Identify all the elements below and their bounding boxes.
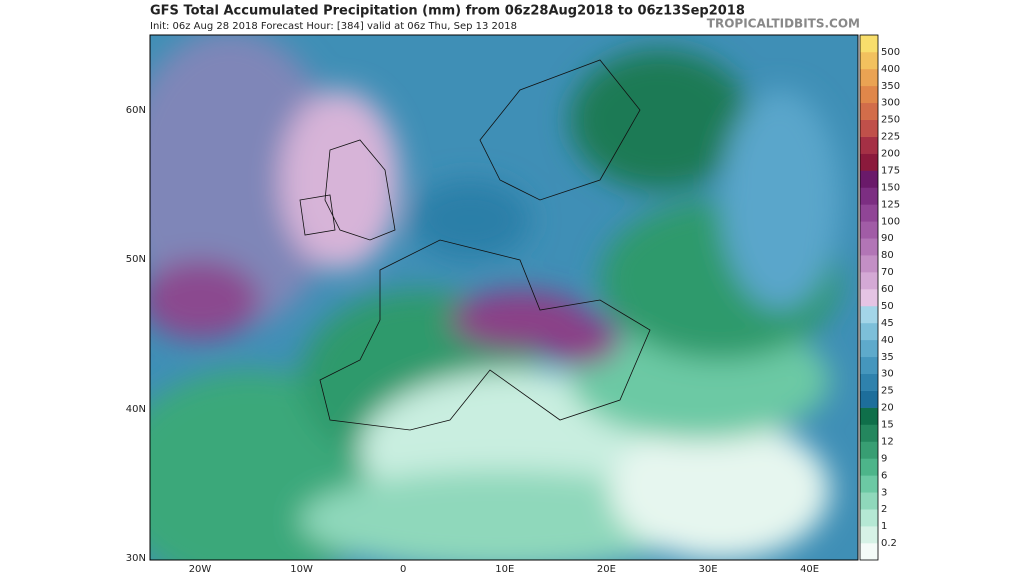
subtitle: Init: 06z Aug 28 2018 Forecast Hour: [38… [150,21,517,32]
colorbar-label: 90 [881,233,894,244]
title: GFS Total Accumulated Precipitation (mm)… [150,4,745,19]
colorbar-label: 500 [881,47,900,58]
colorbar-segment [860,68,878,87]
colorbar-label: 40 [881,335,894,346]
map-frame [149,34,859,561]
colorbar-segment [860,35,878,53]
colorbar-segment [860,526,878,544]
colorbar-label: 225 [881,132,900,143]
colorbar-label: 12 [881,436,894,447]
colorbar-segment [860,441,878,459]
lon-label: 30E [698,564,717,575]
colorbar-segment [860,85,878,104]
colorbar-label: 200 [881,149,900,160]
colorbar-label: 150 [881,182,900,193]
colorbar-label: 350 [881,81,900,92]
colorbar-label: 45 [881,318,894,329]
colorbar-segment [860,238,878,256]
colorbar-segment [860,322,878,341]
lat-label: 40N [126,404,146,415]
colorbar-segment [860,305,878,324]
colorbar-label: 125 [881,199,900,210]
colorbar-segment [860,339,878,358]
colorbar-segment [860,255,878,273]
lon-label: 20W [189,564,212,575]
colorbar-segment [860,272,878,290]
lon-label: 20E [597,564,616,575]
colorbar-segment [860,204,878,222]
colorbar-label: 80 [881,250,894,261]
colorbar-segment [860,390,878,408]
colorbar-segment [860,424,878,442]
colorbar-label: 2 [881,504,887,515]
colorbar-label: 70 [881,267,894,278]
colorbar-label: 300 [881,98,900,109]
colorbar-label: 175 [881,165,900,176]
colorbar-segment [860,373,878,391]
colorbar-segment [860,102,878,120]
colorbar-frame [859,34,879,561]
axis-labels: 60N 50N 40N 30N 20W 10W 0 10E 20E 30E 40E [126,105,819,575]
colorbar: 0.21236912152025303540455060708090100125… [859,34,900,561]
colorbar-segment [860,187,878,205]
lat-label: 60N [126,105,146,116]
lat-label: 30N [126,553,146,564]
lon-label: 40E [800,564,819,575]
lat-label: 50N [126,254,146,265]
colorbar-segment [860,289,878,307]
colorbar-label: 50 [881,301,894,312]
colorbar-label: 20 [881,403,894,414]
colorbar-segment [860,51,878,70]
colorbar-segment [860,136,878,154]
colorbar-segment [860,221,878,239]
lon-label: 0 [400,564,406,575]
colorbar-segment [860,492,878,510]
colorbar-label: 35 [881,352,894,363]
colorbar-label: 6 [881,470,887,481]
colorbar-label: 100 [881,216,900,227]
colorbar-label: 30 [881,369,894,380]
colorbar-label: 9 [881,453,887,464]
colorbar-label: 250 [881,115,900,126]
lon-label: 10W [290,564,313,575]
colorbar-label: 25 [881,386,894,397]
colorbar-segment [860,407,878,425]
colorbar-label: 60 [881,284,894,295]
colorbar-segment [860,458,878,476]
colorbar-label: 1 [881,521,887,532]
precip-map [150,35,858,560]
colorbar-segment [860,543,878,561]
colorbar-label: 0.2 [881,538,897,549]
colorbar-label: 400 [881,64,900,75]
colorbar-segment [860,170,878,188]
colorbar-label: 3 [881,487,887,498]
colorbar-segment [860,509,878,527]
colorbar-segment [860,119,878,137]
colorbar-segment [860,475,878,493]
watermark: TROPICALTIDBITS.COM [707,17,860,31]
lon-label: 10E [495,564,514,575]
colorbar-label: 15 [881,420,894,431]
colorbar-segment [860,356,878,375]
colorbar-segment [860,153,878,171]
